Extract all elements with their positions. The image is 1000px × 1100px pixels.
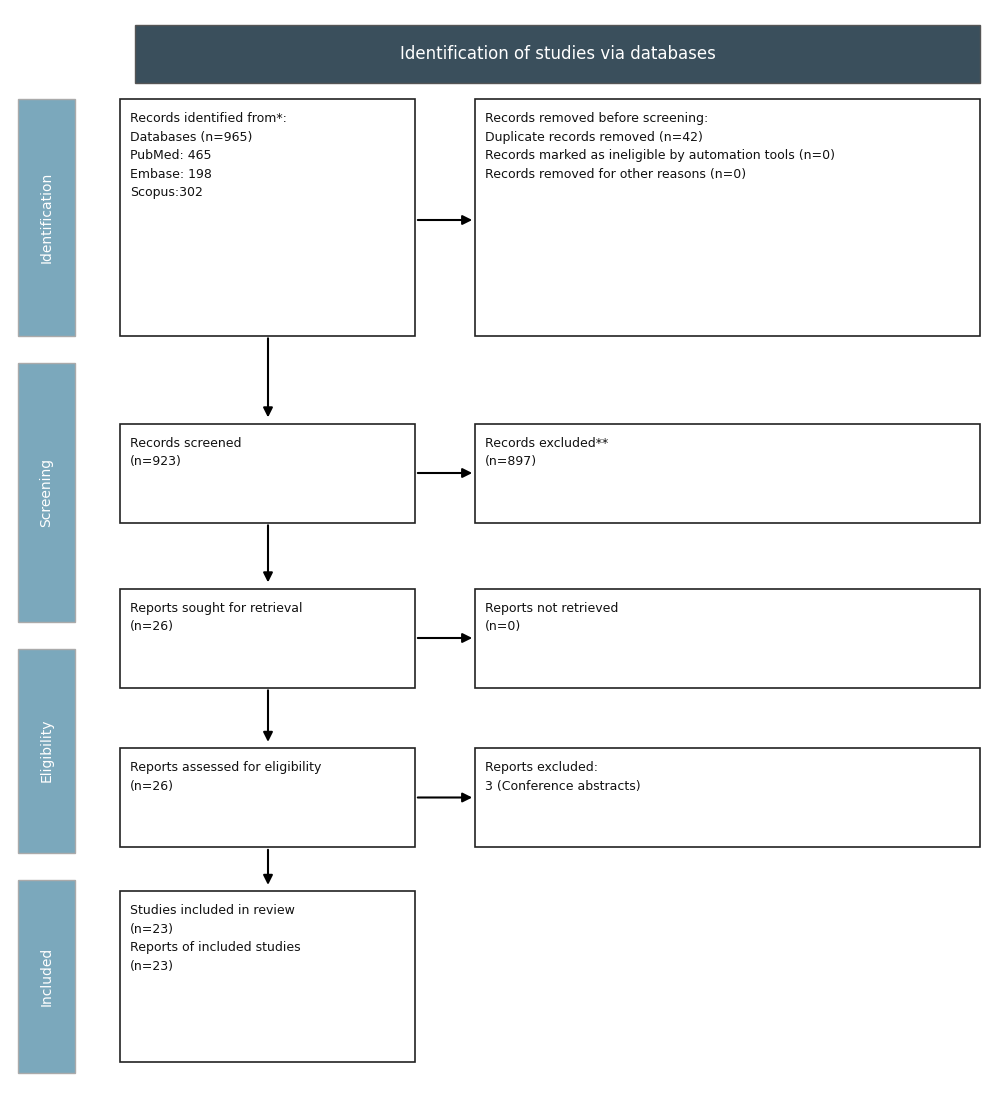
Text: Records screened
(n=923): Records screened (n=923) (130, 437, 242, 469)
FancyBboxPatch shape (120, 891, 415, 1062)
Text: Records excluded**
(n=897): Records excluded** (n=897) (485, 437, 608, 469)
FancyBboxPatch shape (18, 649, 75, 852)
Text: Records identified from*:
Databases (n=965)
PubMed: 465
Embase: 198
Scopus:302: Records identified from*: Databases (n=9… (130, 112, 287, 199)
Text: Records removed before screening:
Duplicate records removed (n=42)
Records marke: Records removed before screening: Duplic… (485, 112, 835, 180)
FancyBboxPatch shape (475, 588, 980, 688)
FancyBboxPatch shape (475, 424, 980, 522)
FancyBboxPatch shape (18, 363, 75, 622)
Text: Identification: Identification (40, 172, 54, 263)
Text: Identification of studies via databases: Identification of studies via databases (400, 45, 715, 63)
FancyBboxPatch shape (120, 588, 415, 688)
FancyBboxPatch shape (475, 99, 980, 336)
FancyBboxPatch shape (120, 99, 415, 336)
Text: Reports not retrieved
(n=0): Reports not retrieved (n=0) (485, 602, 618, 634)
FancyBboxPatch shape (135, 25, 980, 82)
Text: Reports excluded:
3 (Conference abstracts): Reports excluded: 3 (Conference abstract… (485, 761, 641, 793)
Text: Screening: Screening (40, 458, 54, 527)
Text: Eligibility: Eligibility (40, 719, 54, 782)
Text: Reports sought for retrieval
(n=26): Reports sought for retrieval (n=26) (130, 602, 302, 634)
Text: Reports assessed for eligibility
(n=26): Reports assessed for eligibility (n=26) (130, 761, 321, 793)
FancyBboxPatch shape (120, 424, 415, 522)
FancyBboxPatch shape (475, 748, 980, 847)
Text: Included: Included (40, 947, 54, 1005)
Text: Studies included in review
(n=23)
Reports of included studies
(n=23): Studies included in review (n=23) Report… (130, 904, 301, 972)
FancyBboxPatch shape (18, 880, 75, 1072)
FancyBboxPatch shape (18, 99, 75, 336)
FancyBboxPatch shape (120, 748, 415, 847)
